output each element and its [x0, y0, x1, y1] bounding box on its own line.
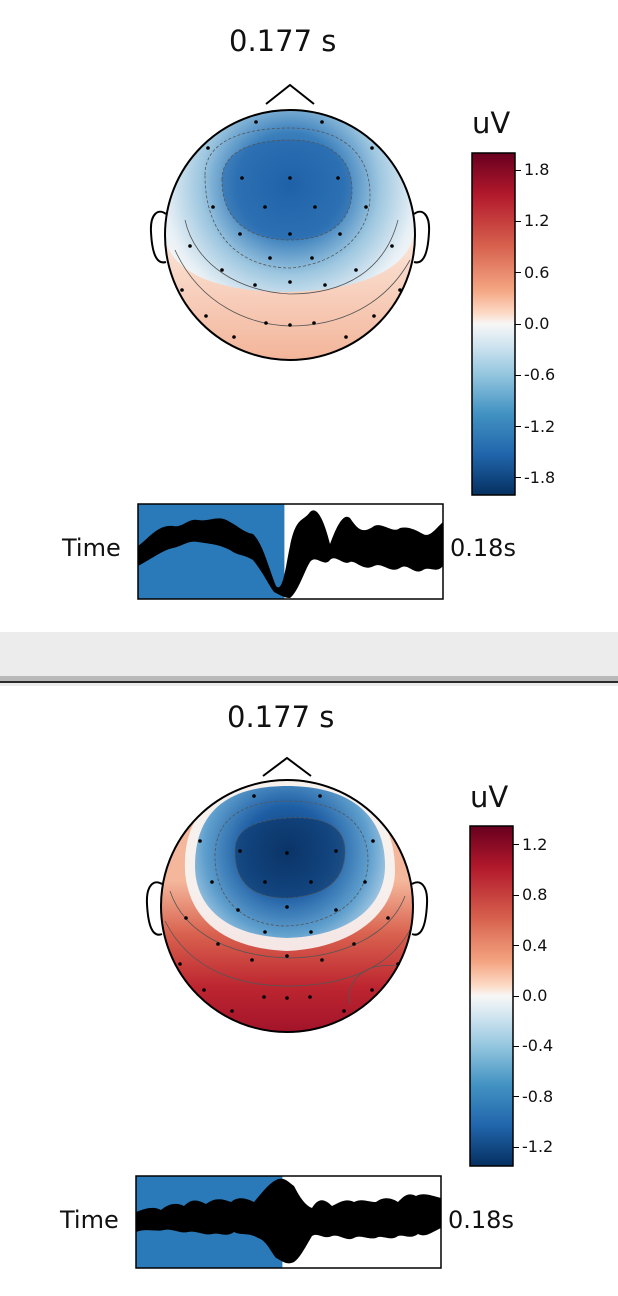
colorbar-tick-label: 1.2 [524, 211, 550, 231]
colorbar-tick-label: -1.2 [524, 416, 556, 436]
figure-separator [0, 632, 618, 686]
topomap-panel-1: 0.177 s [0, 0, 618, 632]
colorbar-tick-mark [515, 374, 521, 376]
colorbar-tick-label: 0.8 [522, 885, 548, 905]
panel-title: 0.177 s [227, 700, 335, 734]
colorbar-tick-mark [513, 1096, 519, 1098]
topomap-head [145, 756, 429, 1033]
colorbar-tick-label: -0.8 [522, 1086, 554, 1106]
signal-trace [138, 510, 443, 598]
left-ear [149, 210, 167, 264]
colorbar-tick-mark [515, 169, 521, 171]
colorbar-tick-label: -1.2 [522, 1137, 554, 1157]
time-label: Time [62, 534, 121, 562]
colorbar-tick-label: 0.0 [522, 986, 548, 1005]
colorbar-tick-mark [513, 894, 519, 896]
time-label: Time [60, 1206, 119, 1234]
topomap-head [149, 83, 431, 361]
colorbar-tick-label: 1.2 [522, 834, 548, 854]
colorbar-unit: uV [470, 780, 509, 814]
nose-outline [262, 756, 312, 777]
colorbar-tick-label: -0.6 [524, 365, 556, 385]
colorbar-tick-mark [513, 844, 519, 846]
colorbar-unit: uV [472, 106, 511, 140]
colorbar-tick-mark [515, 323, 521, 325]
colorbar-tick-label: 0.6 [524, 262, 550, 282]
colorbar-tick-mark [515, 272, 521, 274]
time-value: 0.18s [450, 534, 516, 562]
colorbar [471, 152, 516, 496]
colorbar-tick-mark [513, 995, 519, 997]
colorbar-tick-label: -1.8 [524, 467, 556, 487]
head-outline [164, 109, 416, 361]
time-value: 0.18s [448, 1206, 514, 1234]
right-ear [411, 881, 429, 936]
nose-outline [265, 83, 315, 105]
colorbar-tick-mark [513, 945, 519, 947]
sensor-markers [180, 120, 402, 339]
colorbar-tick-mark [515, 426, 521, 428]
colorbar-tick-label: 1.8 [524, 160, 550, 180]
time-slider[interactable] [135, 1175, 442, 1269]
topomap-panel-2: 0.177 s [0, 686, 618, 1296]
colorbar-tick-label: 0.0 [524, 314, 550, 333]
colorbar-tick-mark [513, 1045, 519, 1047]
colorbar-tick-mark [515, 477, 521, 479]
sensor-markers [178, 794, 400, 1013]
head-outline [160, 779, 414, 1033]
colorbar [469, 825, 514, 1167]
panel-title: 0.177 s [229, 24, 337, 58]
colorbar-tick-label: -0.4 [522, 1036, 554, 1056]
colorbar-tick-label: 0.4 [522, 935, 548, 955]
colorbar-tick-mark [513, 1146, 519, 1148]
colorbar-tick-mark [515, 220, 521, 222]
signal-trace [136, 1178, 441, 1264]
time-slider[interactable] [137, 503, 444, 600]
left-ear [145, 881, 163, 936]
right-ear [413, 210, 431, 264]
